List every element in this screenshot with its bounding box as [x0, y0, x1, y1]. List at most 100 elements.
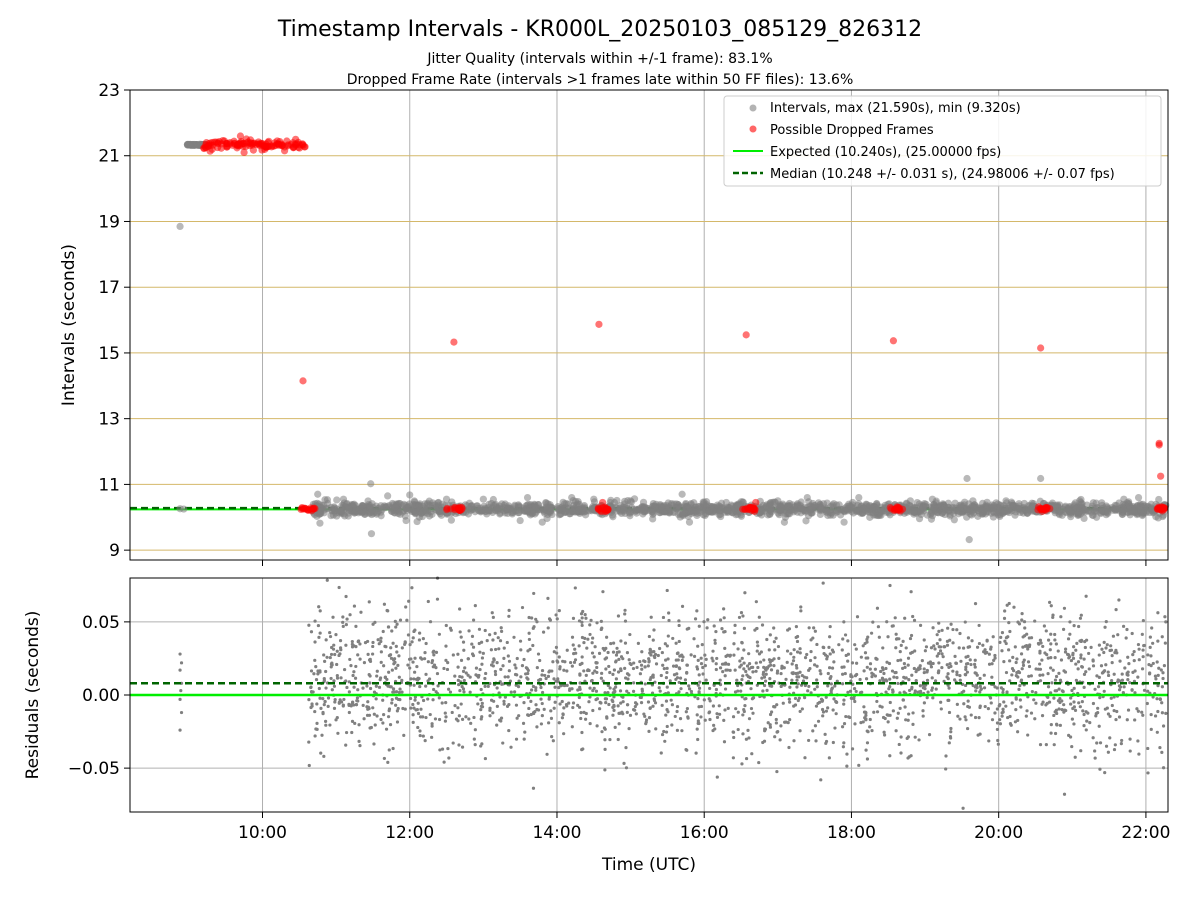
residual-point [520, 605, 525, 610]
residual-point [848, 689, 853, 693]
intervals-y-tick-label: 15 [98, 344, 120, 364]
residual-point [627, 658, 631, 662]
residual-point [834, 712, 838, 716]
residual-point [488, 714, 492, 718]
residual-point [590, 641, 594, 645]
interval-point [367, 530, 376, 538]
residual-point [1091, 701, 1096, 706]
residual-point [379, 639, 383, 644]
residual-point [458, 630, 462, 634]
residual-point [1156, 611, 1160, 615]
residual-point [812, 626, 816, 630]
residual-point [394, 625, 398, 629]
residual-point [491, 615, 495, 619]
residual-point [743, 591, 747, 595]
residual-point [368, 726, 372, 730]
residual-point [562, 683, 567, 688]
x-tick-label: 20:00 [974, 823, 1023, 843]
residual-point [830, 666, 835, 670]
residual-point [1155, 660, 1159, 664]
residual-point [862, 710, 867, 714]
residual-point [978, 690, 982, 694]
residual-point [479, 687, 483, 692]
interval-point [853, 506, 861, 514]
residual-point [377, 642, 381, 646]
residual-point [450, 710, 454, 715]
residual-point [540, 673, 544, 677]
interval-point [339, 495, 348, 503]
residual-point [358, 657, 362, 661]
residual-point [720, 627, 724, 631]
residual-point [1034, 667, 1038, 671]
residual-point [937, 661, 941, 665]
residual-point [483, 756, 487, 761]
residual-point [686, 715, 690, 719]
residual-point [532, 710, 536, 715]
interval-point [340, 510, 348, 518]
residual-point [313, 658, 317, 662]
interval-point [803, 493, 811, 502]
residual-point [893, 616, 897, 620]
residual-point [816, 719, 821, 723]
residual-point [633, 704, 637, 709]
residual-point [571, 705, 575, 710]
residual-point [951, 669, 955, 673]
residual-point [345, 617, 349, 621]
residual-point [608, 737, 612, 742]
intervals-y-tick-label: 11 [98, 475, 120, 495]
residual-point [886, 713, 890, 717]
residual-point [940, 628, 944, 632]
residual-point [631, 666, 636, 671]
residual-point [1036, 641, 1041, 646]
residual-point [342, 667, 347, 672]
residual-point [898, 706, 902, 710]
residual-point [578, 662, 582, 667]
residual-point [531, 626, 535, 630]
residual-point [659, 751, 663, 755]
residual-point [1126, 673, 1130, 677]
residual-point [669, 698, 673, 702]
residual-point [1158, 697, 1163, 702]
residual-point [314, 665, 318, 669]
residual-point [1047, 700, 1052, 704]
intervals-y-tick-label: 13 [98, 410, 120, 430]
residual-point [992, 658, 996, 663]
interval-point [316, 507, 325, 515]
residual-point [1106, 750, 1110, 754]
residual-point [819, 697, 824, 701]
residual-point [474, 666, 479, 670]
residual-point [1016, 675, 1020, 679]
residual-point [423, 739, 427, 743]
residual-point [1120, 738, 1124, 743]
residual-point [718, 666, 723, 670]
interval-point [859, 509, 867, 517]
residual-point [433, 717, 438, 721]
residual-point [855, 661, 859, 665]
residual-point [643, 682, 647, 686]
residual-point [819, 778, 823, 782]
interval-point [432, 506, 440, 514]
residual-point [940, 665, 944, 670]
residual-point [894, 670, 898, 675]
residual-point [639, 695, 643, 700]
residual-point [614, 685, 618, 689]
residual-point [1117, 598, 1121, 602]
residual-point [1014, 708, 1018, 712]
residual-point [495, 723, 499, 727]
residual-point [779, 671, 783, 676]
residual-point [746, 674, 750, 679]
residual-point [1136, 642, 1141, 647]
residual-point [1048, 648, 1052, 652]
residual-point [344, 594, 348, 599]
residual-point [747, 652, 751, 656]
residual-point [929, 665, 934, 669]
residual-point [1150, 626, 1154, 630]
residual-point [386, 625, 391, 629]
interval-point [692, 508, 700, 516]
residual-point [502, 646, 506, 650]
residual-point [1132, 659, 1136, 663]
interval-point [447, 516, 455, 524]
residual-point [527, 637, 531, 642]
interval-point [676, 513, 684, 521]
residual-point [421, 715, 425, 719]
